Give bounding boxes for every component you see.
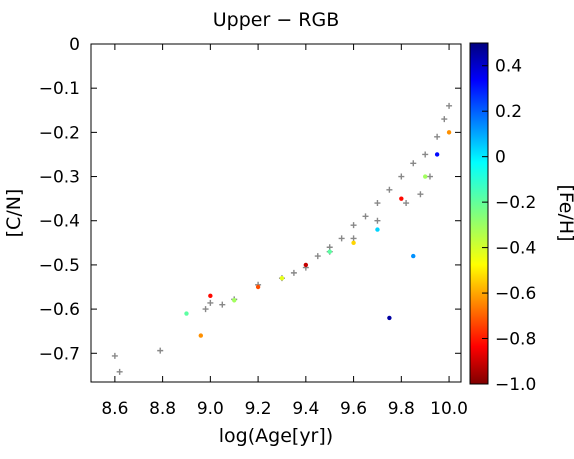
- grey-plus-point: [398, 173, 405, 180]
- y-tick-label: −0.1: [39, 79, 80, 99]
- x-axis: 8.6 8.8 9.0 9.2 9.4 9.6 9.8 10.0: [101, 44, 468, 419]
- feh-colored-point: [411, 253, 416, 259]
- y-tick-label: −0.6: [39, 300, 80, 320]
- grey-plus-point: [441, 116, 448, 123]
- colorbar-label: [Fe/H]: [555, 184, 574, 241]
- feh-colored-point: [387, 315, 392, 321]
- chart-title: Upper − RGB: [213, 9, 340, 31]
- feh-colored-point: [232, 298, 237, 303]
- feh-colored-point: [255, 284, 261, 290]
- feh-colored-point: [375, 227, 380, 232]
- y-tick-label: 0: [69, 35, 80, 55]
- x-tick-label: 9.6: [340, 399, 367, 419]
- x-tick-label: 9.2: [245, 399, 272, 419]
- grey-plus-point: [219, 301, 226, 308]
- colorbar-tick-label: −1.0: [495, 375, 536, 395]
- grey-plus-point: [403, 200, 410, 207]
- x-tick-label: 9.0: [197, 399, 224, 419]
- y-tick-label: −0.7: [39, 344, 80, 364]
- grey-plus-point: [116, 368, 123, 375]
- feh-colored-point: [208, 293, 213, 299]
- x-axis-label: log(Age[yr]): [219, 425, 333, 447]
- colorbar-tick-label: 0.2: [495, 102, 522, 122]
- colorbar-tick-label: −0.8: [495, 330, 536, 350]
- colorbar-tick-label: 0: [495, 148, 506, 168]
- x-tick-label: 8.8: [149, 399, 176, 419]
- x-tick-label: 10.0: [430, 399, 468, 419]
- grey-plus-point: [434, 133, 441, 140]
- colorbar-tick-label: −0.4: [495, 239, 536, 259]
- grey-plus-point: [386, 186, 393, 193]
- grey-plus-point: [111, 352, 118, 359]
- grey-plus-point: [362, 213, 369, 220]
- feh-colored-point: [198, 333, 204, 338]
- feh-colored-point: [446, 130, 452, 135]
- grey-plus-point: [290, 269, 297, 276]
- feh-colored-point: [422, 174, 428, 179]
- grey-plus-point: [314, 253, 321, 260]
- y-tick-label: −0.5: [39, 256, 80, 276]
- grey-plus-point: [338, 235, 345, 242]
- grey-plus-point: [350, 235, 357, 242]
- grey-plus-point: [202, 306, 209, 313]
- x-tick-label: 9.4: [292, 399, 319, 419]
- grey-plus-point: [426, 173, 433, 180]
- grey-plus-point: [207, 299, 214, 306]
- x-tick-label: 8.6: [101, 399, 128, 419]
- plot-frame: [90, 43, 462, 383]
- y-axis: 0 −0.1 −0.2 −0.3 −0.4 −0.5 −0.6 −0.7: [39, 35, 461, 364]
- feh-colored-point: [279, 275, 285, 281]
- y-tick-label: −0.2: [39, 123, 80, 143]
- grey-plus-point: [374, 217, 381, 224]
- y-tick-label: −0.4: [39, 212, 80, 232]
- feh-colored-point: [434, 152, 440, 157]
- colorbar-tick-label: −0.6: [495, 284, 536, 304]
- feh-colored-point: [351, 240, 356, 246]
- colorbar-axis: 0.4 0.2 0 −0.2 −0.4 −0.6 −0.8 −1.0: [482, 57, 536, 395]
- feh-colored-point: [399, 196, 404, 201]
- x-tick-label: 9.8: [388, 399, 415, 419]
- colorbar-tick-label: −0.2: [495, 193, 536, 213]
- grey-plus-point: [422, 151, 429, 158]
- feh-colored-point: [327, 249, 332, 254]
- grey-plus-point: [374, 200, 381, 207]
- feh-colored-point: [303, 262, 309, 268]
- grey-plus-point: [157, 347, 164, 354]
- feh-colored-point: [184, 311, 189, 316]
- colorbar: [469, 42, 489, 385]
- y-tick-label: −0.3: [39, 168, 80, 188]
- colorbar-tick-label: 0.4: [495, 57, 522, 77]
- grey-plus-point: [410, 160, 417, 167]
- grey-plus-point: [417, 191, 424, 198]
- y-axis-label: [C/N]: [3, 189, 25, 238]
- grey-plus-point: [446, 102, 453, 109]
- data-points: [111, 102, 453, 375]
- grey-plus-point: [350, 222, 357, 229]
